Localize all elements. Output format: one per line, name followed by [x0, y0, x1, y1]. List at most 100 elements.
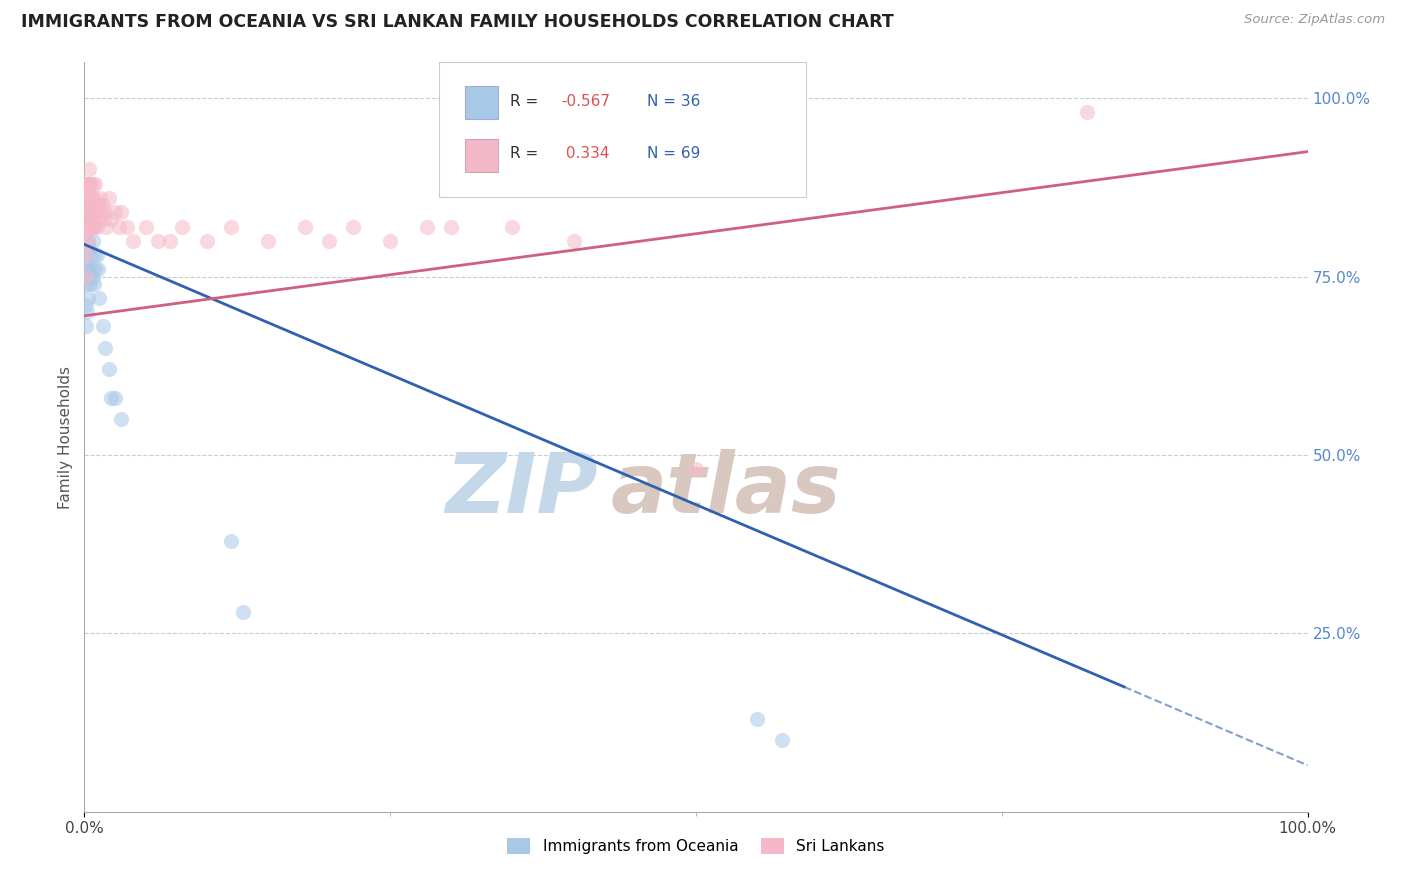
- Point: [232, 605, 254, 619]
- Point: [195, 234, 218, 248]
- Point: [80, 191, 103, 205]
- Point: [91, 319, 114, 334]
- Point: [104, 391, 127, 405]
- Point: [87, 262, 110, 277]
- Point: [77, 219, 100, 234]
- Point: [89, 191, 111, 205]
- Point: [77, 177, 100, 191]
- Point: [83, 219, 105, 234]
- Text: Source: ZipAtlas.com: Source: ZipAtlas.com: [1244, 13, 1385, 27]
- Point: [82, 177, 104, 191]
- Point: [77, 262, 100, 277]
- Point: [75, 255, 97, 269]
- Point: [76, 219, 98, 234]
- Point: [257, 234, 280, 248]
- Y-axis label: Family Households: Family Households: [58, 366, 73, 508]
- Point: [80, 205, 103, 219]
- Text: R =: R =: [510, 94, 543, 109]
- Point: [96, 219, 118, 234]
- FancyBboxPatch shape: [465, 87, 498, 120]
- Point: [75, 205, 97, 219]
- Point: [97, 191, 120, 205]
- Point: [91, 198, 114, 212]
- Point: [93, 212, 115, 227]
- FancyBboxPatch shape: [439, 62, 806, 197]
- Point: [110, 205, 132, 219]
- Point: [87, 291, 110, 305]
- Point: [380, 234, 402, 248]
- Point: [107, 219, 129, 234]
- Point: [416, 219, 439, 234]
- Point: [86, 219, 108, 234]
- Point: [82, 234, 104, 248]
- Point: [77, 191, 100, 205]
- Point: [77, 241, 100, 255]
- Text: 0.334: 0.334: [561, 146, 610, 161]
- Point: [79, 219, 101, 234]
- Point: [76, 219, 98, 234]
- Point: [82, 198, 104, 212]
- Point: [76, 177, 98, 191]
- Point: [84, 262, 107, 277]
- Point: [75, 277, 97, 291]
- Point: [79, 277, 101, 291]
- Point: [76, 234, 98, 248]
- Point: [77, 198, 100, 212]
- Point: [79, 177, 101, 191]
- Point: [135, 219, 157, 234]
- Point: [86, 205, 108, 219]
- Point: [83, 248, 105, 262]
- Point: [75, 177, 97, 191]
- Point: [77, 219, 100, 234]
- Point: [502, 219, 524, 234]
- Point: [77, 291, 100, 305]
- Point: [75, 298, 97, 312]
- Point: [122, 234, 145, 248]
- Point: [94, 341, 117, 355]
- Point: [79, 191, 101, 205]
- Point: [82, 269, 104, 284]
- Point: [159, 234, 181, 248]
- Text: -0.567: -0.567: [561, 94, 610, 109]
- Point: [77, 205, 100, 219]
- Point: [97, 362, 120, 376]
- Point: [770, 733, 793, 747]
- Text: N = 36: N = 36: [647, 94, 700, 109]
- Point: [685, 462, 707, 476]
- Point: [84, 177, 107, 191]
- Point: [562, 234, 585, 248]
- Point: [84, 198, 107, 212]
- Point: [77, 162, 100, 177]
- Point: [80, 219, 103, 234]
- Point: [90, 205, 112, 219]
- Point: [75, 191, 97, 205]
- Point: [100, 391, 122, 405]
- Point: [172, 219, 194, 234]
- Text: N = 69: N = 69: [647, 146, 700, 161]
- Point: [146, 234, 169, 248]
- Point: [75, 269, 97, 284]
- Point: [75, 248, 97, 262]
- Point: [75, 319, 97, 334]
- Point: [1076, 105, 1098, 120]
- Point: [87, 212, 110, 227]
- Point: [75, 234, 97, 248]
- Point: [294, 219, 316, 234]
- Text: IMMIGRANTS FROM OCEANIA VS SRI LANKAN FAMILY HOUSEHOLDS CORRELATION CHART: IMMIGRANTS FROM OCEANIA VS SRI LANKAN FA…: [21, 13, 894, 31]
- Point: [76, 191, 98, 205]
- Point: [83, 277, 105, 291]
- Point: [76, 262, 98, 277]
- Legend: Immigrants from Oceania, Sri Lankans: Immigrants from Oceania, Sri Lankans: [502, 832, 890, 860]
- Point: [115, 219, 138, 234]
- Point: [100, 212, 122, 227]
- Text: ZIP: ZIP: [446, 449, 598, 530]
- Point: [80, 262, 103, 277]
- Point: [75, 219, 97, 234]
- Point: [318, 234, 340, 248]
- Point: [79, 248, 101, 262]
- Point: [747, 712, 769, 726]
- Point: [76, 305, 98, 319]
- Point: [440, 219, 463, 234]
- Text: atlas: atlas: [610, 449, 841, 530]
- Point: [219, 219, 242, 234]
